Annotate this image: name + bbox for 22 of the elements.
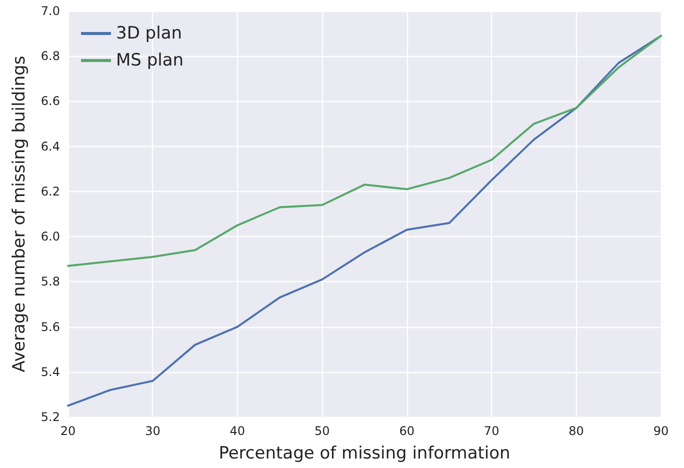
y-tick-label: 6.4 <box>40 139 60 154</box>
y-tick-label: 6.6 <box>40 94 60 108</box>
y-tick-label: 6.8 <box>40 49 60 64</box>
y-tick-label: 7.0 <box>40 4 60 18</box>
legend-label: MS plan <box>116 50 184 70</box>
x-tick-label: 20 <box>60 424 76 438</box>
x-tick-label: 90 <box>653 424 669 438</box>
y-tick-label: 5.2 <box>40 410 60 424</box>
x-tick-label: 40 <box>230 424 246 438</box>
y-tick-label: 5.4 <box>40 364 60 379</box>
y-tick-label: 5.6 <box>40 320 60 334</box>
x-tick-label: 60 <box>399 424 414 438</box>
legend-label: 3D plan <box>116 24 182 44</box>
x-tick-label: 70 <box>484 424 500 438</box>
x-axis-title: Percentage of missing information <box>218 444 510 464</box>
x-tick-label: 30 <box>145 424 160 438</box>
y-tick-label: 5.8 <box>40 274 60 289</box>
y-tick-label: 6.2 <box>40 184 60 198</box>
y-axis-title: Average number of missing buildings <box>10 56 30 372</box>
y-tick-label: 6.0 <box>40 230 60 244</box>
x-tick-label: 80 <box>568 424 584 438</box>
x-tick-label: 50 <box>314 424 330 438</box>
